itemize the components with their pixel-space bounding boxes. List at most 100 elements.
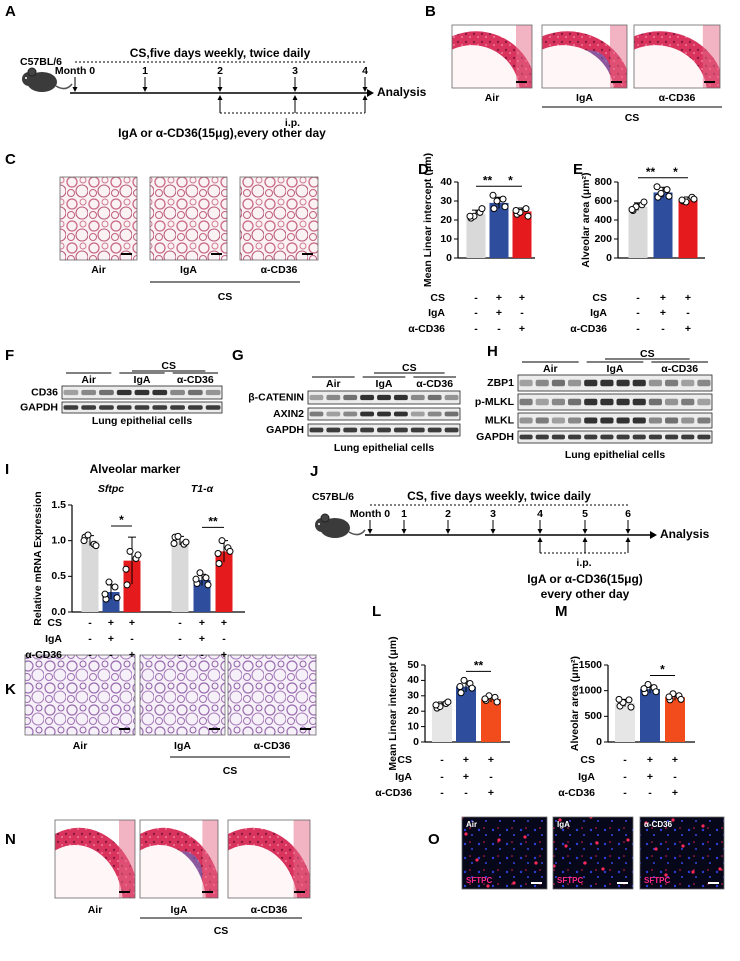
condition-sign: + xyxy=(660,292,666,304)
significance-label: ** xyxy=(483,173,493,187)
blot-band xyxy=(697,398,711,406)
condition-sign: + xyxy=(108,633,114,645)
data-point xyxy=(628,206,636,214)
blot-band xyxy=(616,379,630,387)
sftpc-spot xyxy=(534,861,538,865)
data-point xyxy=(665,192,673,200)
end-label: Analysis xyxy=(660,527,710,541)
y-tick-label: 1.5 xyxy=(51,499,66,511)
blot-band xyxy=(410,411,425,417)
data-point xyxy=(122,565,130,573)
error-bar xyxy=(128,536,136,585)
panel-letter: M xyxy=(555,603,568,620)
row-label: GAPDH xyxy=(266,424,304,436)
significance-label: ** xyxy=(208,515,218,529)
blot-band xyxy=(377,427,391,433)
group-label: CS xyxy=(402,362,417,374)
condition-label: IgA xyxy=(395,771,412,783)
blot-band xyxy=(309,394,324,401)
bar xyxy=(640,689,660,742)
significance-label: ** xyxy=(646,165,656,179)
arrow-head xyxy=(367,529,373,534)
image-label: Air xyxy=(88,904,103,916)
month-label: 2 xyxy=(217,65,223,77)
sftpc-spot xyxy=(595,841,599,845)
blot-strip xyxy=(517,374,713,392)
data-point xyxy=(460,676,468,684)
blot-band xyxy=(600,434,614,440)
blot-band xyxy=(551,434,565,440)
image-label: IgA xyxy=(174,740,191,752)
micrograph-border xyxy=(59,176,138,261)
data-point xyxy=(113,594,121,602)
data-point xyxy=(444,698,452,706)
arrow-head xyxy=(292,87,298,92)
y-tick-label: 0 xyxy=(596,736,602,748)
blot-band xyxy=(697,417,711,424)
row-label: MLKL xyxy=(485,414,515,426)
micrograph-border xyxy=(227,819,311,899)
tissue-right xyxy=(293,820,310,898)
micrograph-bg xyxy=(60,177,137,260)
y-axis-label: Mean Linear intercept (μm) xyxy=(422,153,434,287)
data-point xyxy=(196,569,204,577)
condition-label: CS xyxy=(592,292,607,304)
tissue-right xyxy=(119,820,135,898)
condition-sign: - xyxy=(109,649,113,661)
data-point xyxy=(80,537,88,545)
data-point xyxy=(493,197,501,205)
blot-band xyxy=(519,379,533,387)
bar xyxy=(489,202,509,258)
bar xyxy=(123,560,141,612)
blot-band xyxy=(584,398,598,406)
y-tick-label: 30 xyxy=(440,195,452,207)
bar xyxy=(81,540,99,612)
micrograph-bg xyxy=(140,655,225,735)
bar xyxy=(628,206,648,258)
blot-band xyxy=(535,379,549,387)
micrograph-border xyxy=(639,816,725,890)
sftpc-spot xyxy=(671,818,675,822)
data-point xyxy=(478,205,486,213)
bar xyxy=(678,199,698,258)
y-tick-label: 1.0 xyxy=(51,534,66,546)
blot-caption: Lung epithelial cells xyxy=(92,415,193,427)
month-label: 6 xyxy=(625,508,631,520)
micrograph xyxy=(452,25,532,88)
data-point xyxy=(522,205,530,213)
data-point xyxy=(512,207,520,214)
row-label: p-MLKL xyxy=(475,396,515,408)
data-point xyxy=(640,198,648,206)
y-tick-label: 1500 xyxy=(579,659,603,671)
condition-sign: - xyxy=(222,633,226,645)
blot-band xyxy=(632,417,646,424)
data-point xyxy=(657,189,665,197)
condition-sign: + xyxy=(129,617,135,629)
group-label: CS xyxy=(640,348,655,360)
blot-band xyxy=(170,389,185,396)
arrow-head xyxy=(582,529,588,534)
blot-band xyxy=(343,427,358,433)
panel-letter: N xyxy=(5,831,16,848)
panel-letter: K xyxy=(5,681,16,698)
condition-label: CS xyxy=(580,754,595,766)
panel-letter: G xyxy=(232,347,244,364)
y-tick-label: 1000 xyxy=(579,684,603,696)
blot-strip xyxy=(517,393,713,411)
y-tick-label: 0.5 xyxy=(51,570,66,582)
mouse-ear xyxy=(320,513,330,523)
y-tick-label: 40 xyxy=(407,674,419,686)
blot-band xyxy=(535,417,549,424)
tissue-right xyxy=(516,25,532,88)
data-point xyxy=(134,551,142,559)
blot-band xyxy=(600,398,614,406)
condition-sign: - xyxy=(474,292,478,304)
blot-band xyxy=(568,398,582,406)
blot-band xyxy=(681,379,695,387)
strain-label: C57BL/6 xyxy=(20,56,62,68)
data-point xyxy=(182,538,190,546)
data-point xyxy=(215,559,223,567)
row-label: AXIN2 xyxy=(273,408,304,420)
blot-caption: Lung epithelial cells xyxy=(334,442,435,454)
micrograph-bg xyxy=(25,655,135,735)
